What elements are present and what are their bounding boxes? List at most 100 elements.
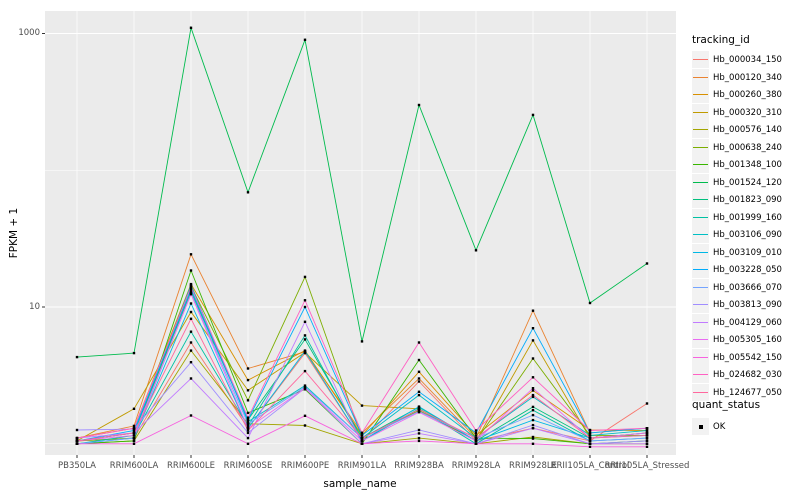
legend-key-box: [692, 86, 709, 103]
data-point: [531, 339, 535, 342]
legend-label: Hb_003228_050: [713, 265, 782, 275]
legend-key-box: [692, 418, 709, 435]
data-point: [417, 103, 421, 107]
legend-line-swatch: [693, 251, 708, 253]
x-tick-label: RRIM928BA: [394, 461, 444, 471]
data-point: [360, 404, 364, 407]
legend-label: Hb_000034_150: [713, 55, 782, 65]
data-point: [417, 393, 421, 397]
legend-key-box: [692, 138, 709, 156]
data-point: [531, 442, 535, 445]
data-point: [132, 431, 136, 435]
data-point: [645, 402, 649, 405]
data-point: [189, 361, 193, 364]
data-point: [531, 435, 535, 439]
data-point: [417, 390, 421, 393]
data-point: [246, 422, 250, 425]
data-point: [189, 310, 193, 314]
legend-label: Hb_001524_120: [713, 177, 782, 188]
legend-line-swatch: [693, 146, 708, 148]
legend-key-box: [692, 313, 709, 331]
data-point: [588, 301, 592, 305]
data-point: [531, 389, 535, 392]
legend-key-box: [692, 103, 709, 121]
data-point: [132, 434, 136, 437]
data-point: [531, 409, 535, 412]
legend-label: Hb_003106_090: [713, 230, 782, 240]
data-point: [189, 290, 193, 293]
data-point: [531, 413, 535, 417]
data-point: [75, 355, 79, 359]
data-point: [417, 428, 421, 432]
data-point: [75, 428, 79, 432]
data-point: [303, 305, 307, 309]
data-point: [588, 434, 592, 437]
data-point: [75, 439, 79, 443]
legend-label: Hb_003666_070: [713, 282, 782, 293]
data-point: [531, 437, 535, 440]
legend-line-swatch: [693, 234, 708, 236]
data-point: [132, 442, 136, 445]
data-point: [303, 334, 307, 337]
legend-line-swatch: [693, 304, 708, 306]
data-point: [189, 377, 193, 380]
data-point: [474, 434, 478, 437]
data-point: [531, 387, 535, 390]
data-point: [645, 427, 649, 430]
data-point: [588, 431, 592, 435]
legend-line-swatch: [693, 199, 708, 201]
legend-line-swatch: [693, 59, 708, 61]
data-point: [246, 429, 250, 432]
data-point: [189, 26, 193, 29]
data-point: [531, 405, 535, 409]
legend-key-box: [692, 366, 709, 383]
data-point: [132, 407, 136, 410]
data-point: [531, 309, 535, 312]
data-point: [645, 429, 649, 432]
data-point: [588, 442, 592, 445]
legend-key-box: [692, 243, 709, 261]
data-point: [417, 408, 421, 411]
legend-label: Hb_004129_060: [713, 317, 782, 328]
data-point: [132, 424, 136, 428]
legend-key-box: [692, 261, 709, 278]
x-tick-label: PB350LA: [58, 461, 96, 471]
data-point: [645, 434, 649, 437]
data-point: [474, 249, 478, 252]
x-tick-label: RRII105LA_Control: [550, 461, 630, 471]
legend-line-swatch: [693, 356, 708, 358]
data-point: [189, 414, 193, 417]
data-point: [417, 436, 421, 440]
data-point: [303, 299, 307, 302]
data-point: [189, 341, 193, 344]
data-point: [303, 384, 307, 387]
data-point: [645, 442, 649, 445]
data-point: [303, 424, 307, 427]
legend-key-box: [692, 191, 709, 208]
data-point: [417, 439, 421, 443]
legend-line-swatch: [693, 269, 708, 271]
legend-label: Hb_000260_380: [713, 90, 782, 100]
legend-line-swatch: [693, 374, 708, 376]
legend-label: Hb_003109_010: [713, 247, 782, 258]
legend-key-box: [692, 173, 709, 191]
data-point: [417, 380, 421, 383]
data-point: [246, 389, 250, 392]
legend-line-swatch: [693, 94, 708, 96]
x-tick-label: RRIM928LA: [451, 461, 501, 471]
data-point: [588, 445, 592, 448]
data-point: [360, 431, 364, 435]
data-point: [246, 416, 250, 419]
x-axis-title: sample_name: [323, 478, 397, 490]
legend-label: Hb_000320_310: [713, 107, 782, 118]
data-point: [474, 442, 478, 445]
data-point: [189, 285, 193, 289]
legend-label: Hb_001823_090: [713, 195, 782, 205]
data-point: [75, 436, 79, 440]
data-point: [360, 434, 364, 437]
data-point: [132, 439, 136, 443]
data-point: [303, 275, 307, 279]
data-point: [474, 436, 478, 440]
data-point: [132, 427, 136, 430]
